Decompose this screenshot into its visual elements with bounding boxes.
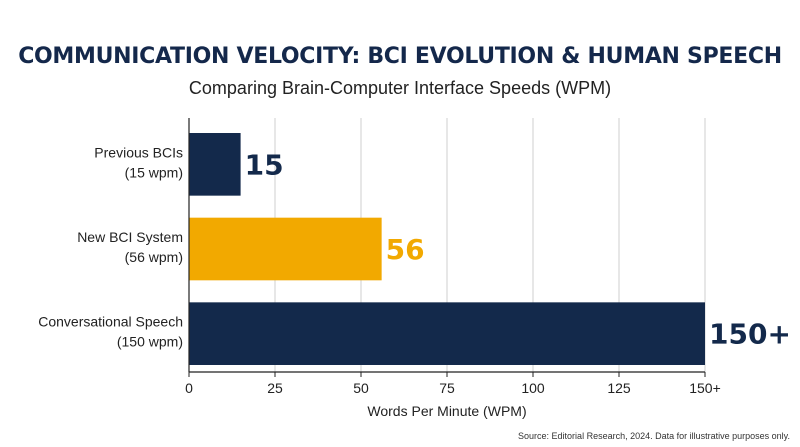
category-label: (56 wpm) xyxy=(125,249,183,265)
chart-title: COMMUNICATION VELOCITY: BCI EVOLUTION & … xyxy=(18,44,782,69)
category-label: (15 wpm) xyxy=(125,164,183,180)
chart-subtitle: Comparing Brain-Computer Interface Speed… xyxy=(188,78,612,98)
category-label: New BCI System xyxy=(77,229,183,245)
category-labels: Previous BCIs (15 wpm) New BCI System (56 w… xyxy=(38,144,183,349)
x-tick-label: 50 xyxy=(353,380,369,396)
x-tick-label: 125 xyxy=(607,380,631,396)
category-label: (150 wpm) xyxy=(117,334,183,350)
x-axis: 0 25 50 75 100 125 150+ xyxy=(185,118,721,396)
bar-value-label: 15 xyxy=(245,148,284,181)
bar xyxy=(189,133,241,196)
source-note: Source: Editorial Research, 2024. Data f… xyxy=(518,431,790,441)
bar-value-label: 56 xyxy=(386,233,425,266)
x-tick-label: 75 xyxy=(439,380,455,396)
x-tick-label: 150+ xyxy=(689,380,721,396)
x-tick-label: 100 xyxy=(521,380,545,396)
x-axis-label: Words Per Minute (WPM) xyxy=(367,403,526,419)
category-label: Conversational Speech xyxy=(38,314,183,330)
bars: 15 56 150+ xyxy=(189,133,791,365)
x-tick-label: 0 xyxy=(185,380,193,396)
bar xyxy=(189,217,382,281)
bar xyxy=(189,302,705,365)
bar-value-label: 150+ xyxy=(709,318,791,351)
category-label: Previous BCIs xyxy=(94,144,183,160)
x-tick-label: 25 xyxy=(267,380,283,396)
